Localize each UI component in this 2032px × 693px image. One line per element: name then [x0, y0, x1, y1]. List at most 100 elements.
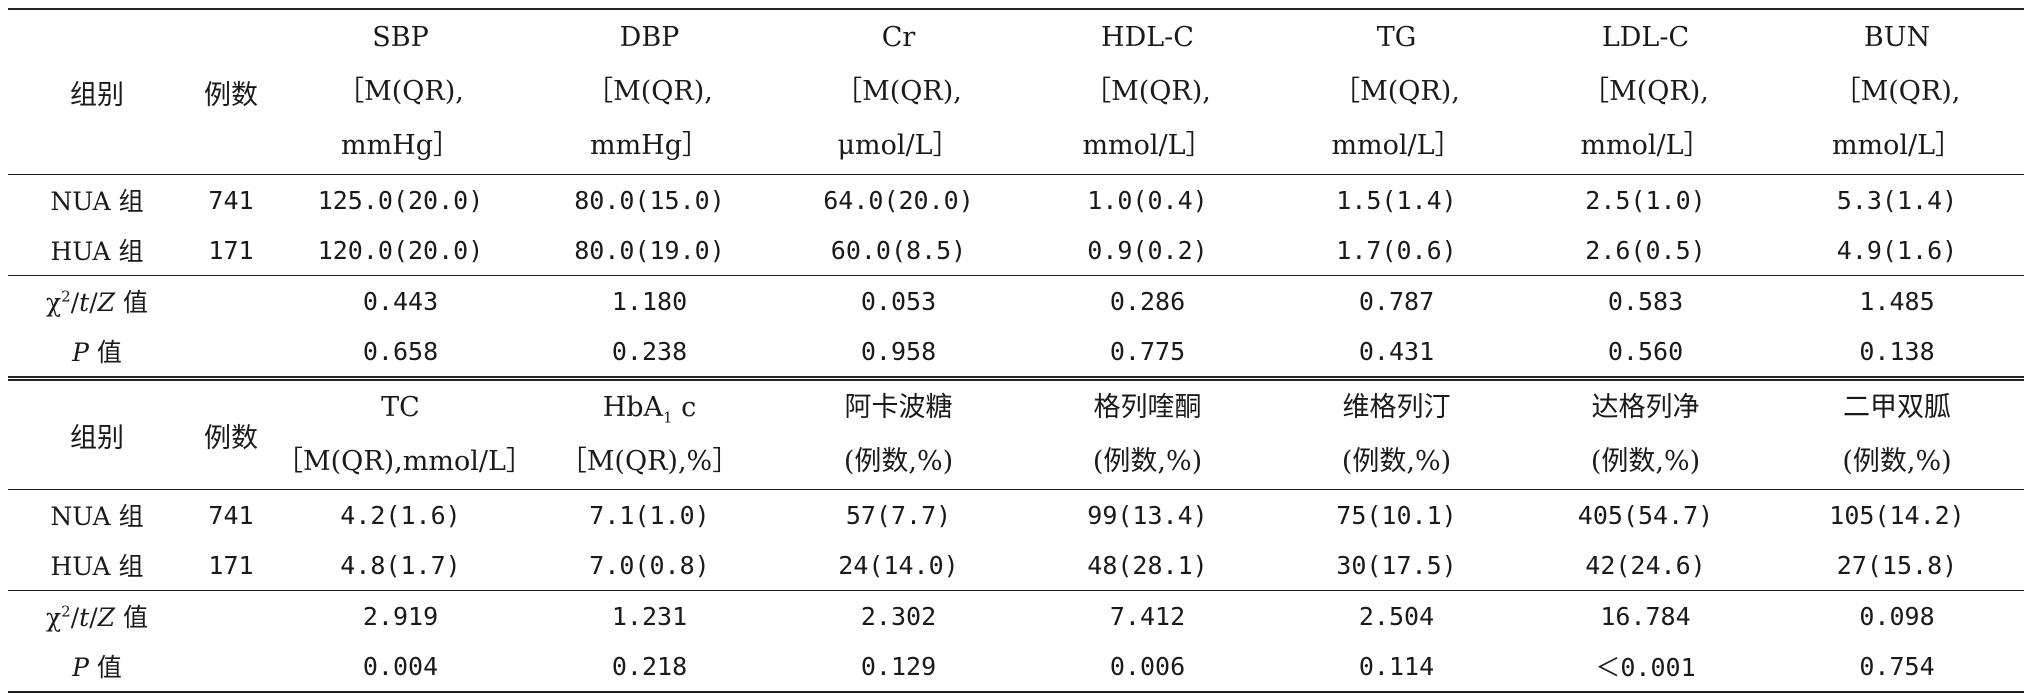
- header-metformin: 二甲双胍 (例数,%): [1770, 376, 2024, 490]
- header-tc: TC ［M(QR),mmol/L］: [276, 376, 525, 490]
- header-sbp: SBP ［M(QR), mmHg］: [276, 8, 525, 175]
- empty-cell: [186, 590, 276, 641]
- table-row: HUA 组 171 4.8(1.7) 7.0(0.8) 24(14.0) 48(…: [8, 540, 2024, 591]
- comparison-table: 组别 例数 SBP ［M(QR), mmHg］ DBP ［M(QR), mmHg］ Cr…: [8, 8, 2024, 693]
- header-bun: BUN ［M(QR), mmol/L］: [1770, 8, 2024, 175]
- group-header: 组别: [8, 8, 186, 175]
- p-value: 0.775: [1109, 336, 1186, 366]
- value-cell: 0.9(0.2): [1087, 235, 1208, 265]
- group-cell: NUA 组: [8, 489, 186, 540]
- p-value: 0.218: [525, 641, 774, 693]
- value-cell: 80.0(19.0): [574, 235, 725, 265]
- header-hdl-c: HDL-C ［M(QR), mmol/L］: [1023, 8, 1272, 175]
- header-vildagliptin: 维格列汀 (例数,%): [1272, 376, 1521, 490]
- stat-value: 0.098: [1770, 590, 2024, 641]
- value-cell: 24(14.0): [838, 550, 959, 580]
- header-cr: Cr ［M(QR), μmol/L］: [774, 8, 1023, 175]
- p-value: 0.958: [860, 336, 937, 366]
- header-ldl-c: LDL-C ［M(QR), mmol/L］: [1521, 8, 1770, 175]
- stat-value: 0.583: [1521, 275, 1770, 326]
- value-cell: 2.5(1.0): [1521, 174, 1770, 225]
- value-cell: 1.7(0.6): [1336, 235, 1457, 265]
- p-label: P 值: [72, 338, 122, 367]
- value-cell: 105(14.2): [1770, 489, 2024, 540]
- value-cell: 1.5(1.4): [1272, 174, 1521, 225]
- value-cell: 7.0(0.8): [589, 550, 710, 580]
- p-value: 0.560: [1607, 336, 1684, 366]
- value-cell: 60.0(8.5): [830, 235, 967, 265]
- stat-value: 0.053: [774, 275, 1023, 326]
- count-cell: 741: [186, 489, 276, 540]
- value-cell: 64.0(20.0): [774, 174, 1023, 225]
- p-value: 0.129: [774, 641, 1023, 693]
- p-value: 0.658: [362, 336, 439, 366]
- count-cell: 741: [186, 174, 276, 225]
- value-cell: 27(15.8): [1836, 550, 1958, 580]
- value-cell: 120.0(20.0): [317, 235, 484, 265]
- p-value: 0.754: [1770, 641, 2024, 693]
- p-row: P 值 0.658 0.238 0.958 0.775 0.431 0.560 …: [8, 326, 2024, 379]
- header-dbp: DBP ［M(QR), mmHg］: [525, 8, 774, 175]
- value-cell: 5.3(1.4): [1770, 174, 2024, 225]
- table-row: HUA 组 171 120.0(20.0) 80.0(19.0) 60.0(8.…: [8, 225, 2024, 276]
- value-cell: 48(28.1): [1087, 550, 1208, 580]
- p-value: 0.006: [1023, 641, 1272, 693]
- data-table: 组别 例数 SBP ［M(QR), mmHg］ DBP ［M(QR), mmHg］ Cr…: [8, 8, 2024, 693]
- p-value: 0.114: [1272, 641, 1521, 693]
- p-value: 0.138: [1859, 336, 1935, 366]
- stat-value: 2.302: [774, 590, 1023, 641]
- value-cell: 7.1(1.0): [525, 489, 774, 540]
- table-row: NUA 组 741 4.2(1.6) 7.1(1.0) 57(7.7) 99(1…: [8, 489, 2024, 540]
- value-cell: 4.9(1.6): [1836, 235, 1958, 265]
- group-header: 组别: [8, 376, 186, 490]
- header-hba1c: HbA1 c ［M(QR),%］: [525, 376, 774, 490]
- section1-header-row: 组别 例数 SBP ［M(QR), mmHg］ DBP ［M(QR), mmHg］ Cr…: [8, 8, 2024, 175]
- value-cell: 42(24.6): [1585, 550, 1706, 580]
- group-cell: HUA 组: [50, 552, 144, 581]
- value-cell: 80.0(15.0): [525, 174, 774, 225]
- p-row: P 值 0.004 0.218 0.129 0.006 0.114 ＜0.001…: [8, 641, 2024, 693]
- count-header: 例数: [186, 376, 276, 490]
- stat-row: χ2/t/Z 值 2.919 1.231 2.302 7.412 2.504 1…: [8, 590, 2024, 641]
- p-value: 0.238: [611, 336, 688, 366]
- header-tg: TG ［M(QR), mmol/L］: [1272, 8, 1521, 175]
- stat-value: 0.286: [1023, 275, 1272, 326]
- p-value: 0.431: [1358, 336, 1435, 366]
- stat-value: 0.787: [1272, 275, 1521, 326]
- stat-value: 2.919: [276, 590, 525, 641]
- stat-value: 1.485: [1770, 275, 2024, 326]
- value-cell: 99(13.4): [1023, 489, 1272, 540]
- value-cell: 57(7.7): [774, 489, 1023, 540]
- value-cell: 1.0(0.4): [1023, 174, 1272, 225]
- empty-cell: [186, 326, 276, 379]
- value-cell: 30(17.5): [1336, 550, 1457, 580]
- value-cell: 125.0(20.0): [276, 174, 525, 225]
- value-cell: 75(10.1): [1272, 489, 1521, 540]
- stat-label: χ2/t/Z 值: [8, 275, 186, 326]
- value-cell: 2.6(0.5): [1585, 235, 1706, 265]
- value-cell: 4.2(1.6): [276, 489, 525, 540]
- p-value: 0.004: [276, 641, 525, 693]
- empty-cell: [186, 641, 276, 693]
- group-cell: HUA 组: [50, 237, 144, 266]
- p-value: ＜0.001: [1521, 641, 1770, 693]
- stat-label: χ2/t/Z 值: [8, 590, 186, 641]
- p-label: P 值: [8, 641, 186, 693]
- stat-value: 16.784: [1521, 590, 1770, 641]
- stat-value: 7.412: [1023, 590, 1272, 641]
- group-cell: NUA 组: [8, 174, 186, 225]
- header-dapagliflozin: 达格列净 (例数,%): [1521, 376, 1770, 490]
- stat-row: χ2/t/Z 值 0.443 1.180 0.053 0.286 0.787 0…: [8, 275, 2024, 326]
- value-cell: 4.8(1.7): [340, 550, 461, 580]
- stat-value: 1.231: [525, 590, 774, 641]
- value-cell: 405(54.7): [1521, 489, 1770, 540]
- stat-value: 2.504: [1272, 590, 1521, 641]
- table-row: NUA 组 741 125.0(20.0) 80.0(15.0) 64.0(20…: [8, 174, 2024, 225]
- header-gliquidone: 格列喹酮 (例数,%): [1023, 376, 1272, 490]
- section2-header-row: 组别 例数 TC ［M(QR),mmol/L］ HbA1 c ［M(QR),%］ 阿…: [8, 376, 2024, 490]
- count-header: 例数: [186, 8, 276, 175]
- stat-value: 1.180: [525, 275, 774, 326]
- count-cell: 171: [208, 235, 254, 265]
- empty-cell: [186, 275, 276, 326]
- stat-value: 0.443: [276, 275, 525, 326]
